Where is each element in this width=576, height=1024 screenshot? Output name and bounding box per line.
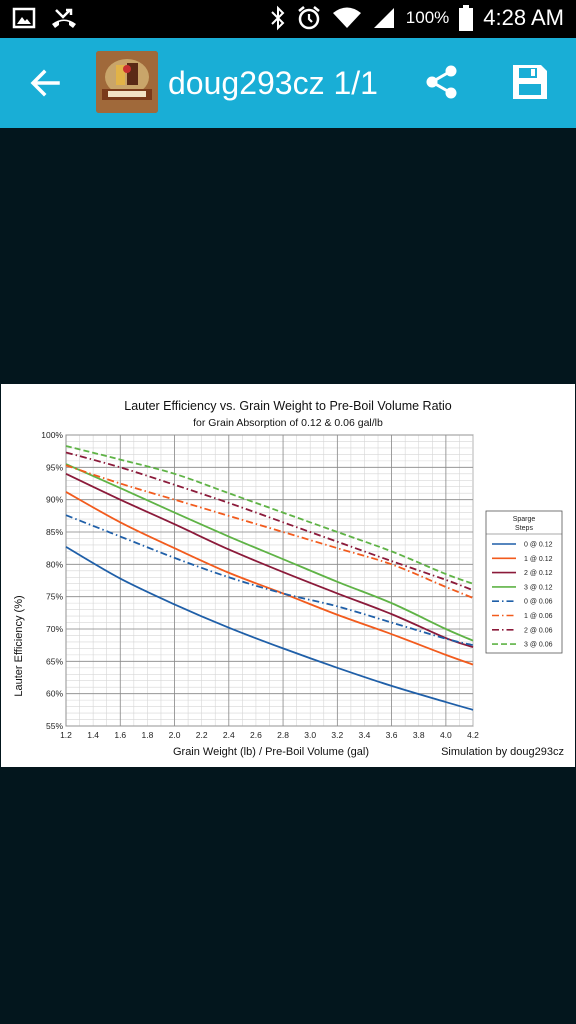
x-tick-label: 1.6	[114, 730, 126, 740]
image-viewer: Lauter Efficiency vs. Grain Weight to Pr…	[0, 128, 576, 1024]
bluetooth-icon	[271, 5, 285, 31]
x-tick-label: 4.0	[440, 730, 452, 740]
x-tick-label: 2.8	[277, 730, 289, 740]
legend-label: 3 @ 0.06	[524, 642, 553, 649]
chart-credit: Simulation by doug293cz	[441, 746, 564, 758]
alarm-icon	[298, 6, 320, 30]
legend-label: 3 @ 0.12	[524, 584, 553, 591]
legend-label: 1 @ 0.06	[524, 613, 553, 620]
legend-title: Steps	[515, 525, 533, 532]
chart-grid	[65, 434, 474, 727]
x-tick-label: 3.6	[386, 730, 398, 740]
back-arrow-icon[interactable]	[28, 66, 62, 100]
series-line-3	[65, 472, 474, 648]
y-axis-label: Lauter Efficiency (%)	[13, 595, 25, 696]
y-tick-label: 60%	[46, 689, 63, 699]
legend-label: 0 @ 0.12	[524, 542, 553, 549]
x-tick-label: 2.4	[223, 730, 235, 740]
x-tick-label: 3.4	[359, 730, 371, 740]
status-bar: 100% 4:28 AM	[0, 0, 576, 38]
signal-icon	[373, 8, 394, 28]
x-tick-label: 2.0	[169, 730, 181, 740]
series-line-7	[65, 451, 474, 592]
chart-ticks: 1.2 1.4 1.6 1.8 2.0 2.2 2.4 2.6 2.8 3.0 3.2 3.4 3.6 3…	[41, 430, 479, 740]
legend-title: Sparge	[513, 516, 536, 523]
series-line-4	[65, 463, 474, 642]
lauter-efficiency-chart: Lauter Efficiency vs. Grain Weight to Pr…	[13, 399, 564, 758]
x-tick-label: 1.4	[87, 730, 99, 740]
y-tick-label: 100%	[41, 430, 63, 440]
chart-series	[65, 445, 474, 711]
chart-subtitle: for Grain Absorption of 0.12 & 0.06 gal/…	[193, 417, 383, 429]
chart-title: Lauter Efficiency vs. Grain Weight to Pr…	[124, 399, 452, 413]
y-tick-label: 85%	[46, 527, 63, 537]
x-tick-label: 4.2	[467, 730, 479, 740]
series-line-2	[65, 491, 474, 666]
series-line-5	[65, 514, 474, 647]
battery-percent: 100%	[405, 8, 450, 27]
y-tick-label: 95%	[46, 462, 63, 472]
missed-call-icon	[52, 8, 76, 28]
battery-icon	[459, 5, 474, 31]
legend-label: 0 @ 0.06	[524, 599, 553, 606]
x-axis-label: Grain Weight (lb) / Pre-Boil Volume (gal…	[173, 746, 369, 758]
x-tick-label: 3.0	[304, 730, 316, 740]
wifi-icon	[332, 7, 361, 28]
homebrewtalk-logo	[96, 51, 158, 113]
chart-legend: Sparge Steps 0 @ 0.12 1 @ 0.12 2 @ 0.12 3 @ 0…	[485, 510, 563, 654]
y-tick-label: 75%	[46, 592, 63, 602]
y-tick-label: 55%	[46, 721, 63, 731]
series-line-8	[65, 445, 474, 585]
x-tick-label: 1.8	[141, 730, 153, 740]
y-tick-label: 90%	[46, 495, 63, 505]
series-line-1	[65, 546, 474, 711]
share-icon[interactable]	[422, 62, 462, 102]
chart-image[interactable]: Lauter Efficiency vs. Grain Weight to Pr…	[1, 384, 575, 767]
image-icon	[12, 7, 36, 29]
y-tick-label: 65%	[46, 656, 63, 666]
x-tick-label: 1.2	[60, 730, 72, 740]
x-tick-label: 3.8	[413, 730, 425, 740]
series-line-6	[65, 464, 474, 599]
x-tick-label: 3.2	[331, 730, 343, 740]
legend-label: 2 @ 0.12	[524, 570, 553, 577]
app-title: doug293cz 1/1	[168, 65, 378, 101]
legend-label: 2 @ 0.06	[524, 627, 553, 634]
clock: 4:28 AM	[483, 5, 564, 30]
x-tick-label: 2.2	[196, 730, 208, 740]
save-icon[interactable]	[510, 62, 550, 102]
y-tick-label: 70%	[46, 624, 63, 634]
app-bar: doug293cz 1/1	[0, 38, 576, 128]
y-tick-label: 80%	[46, 559, 63, 569]
legend-label: 1 @ 0.12	[524, 556, 553, 563]
x-tick-label: 2.6	[250, 730, 262, 740]
